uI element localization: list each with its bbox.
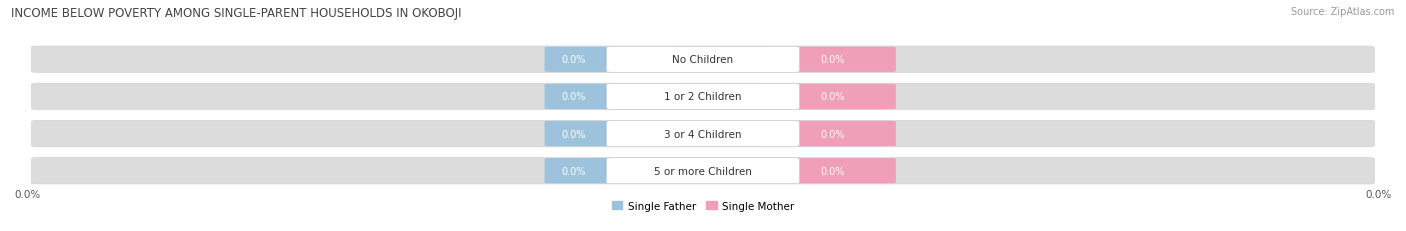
FancyBboxPatch shape	[544, 158, 769, 183]
Text: 0.0%: 0.0%	[561, 92, 586, 102]
FancyBboxPatch shape	[606, 84, 800, 110]
Text: Source: ZipAtlas.com: Source: ZipAtlas.com	[1291, 7, 1395, 17]
FancyBboxPatch shape	[31, 47, 1375, 73]
Text: 0.0%: 0.0%	[561, 129, 586, 139]
FancyBboxPatch shape	[671, 158, 896, 183]
Text: 0.0%: 0.0%	[1365, 189, 1392, 199]
Text: 0.0%: 0.0%	[820, 166, 845, 176]
FancyBboxPatch shape	[606, 47, 800, 73]
FancyBboxPatch shape	[606, 121, 800, 147]
FancyBboxPatch shape	[31, 158, 1375, 184]
Text: 0.0%: 0.0%	[820, 92, 845, 102]
Text: 0.0%: 0.0%	[14, 189, 41, 199]
FancyBboxPatch shape	[671, 48, 896, 73]
Text: 0.0%: 0.0%	[820, 55, 845, 65]
Text: 3 or 4 Children: 3 or 4 Children	[664, 129, 742, 139]
Text: 5 or more Children: 5 or more Children	[654, 166, 752, 176]
Text: 0.0%: 0.0%	[561, 166, 586, 176]
Legend: Single Father, Single Mother: Single Father, Single Mother	[612, 201, 794, 211]
Text: 0.0%: 0.0%	[820, 129, 845, 139]
FancyBboxPatch shape	[31, 121, 1375, 147]
Text: No Children: No Children	[672, 55, 734, 65]
FancyBboxPatch shape	[544, 48, 769, 73]
FancyBboxPatch shape	[31, 84, 1375, 110]
Text: INCOME BELOW POVERTY AMONG SINGLE-PARENT HOUSEHOLDS IN OKOBOJI: INCOME BELOW POVERTY AMONG SINGLE-PARENT…	[11, 7, 461, 20]
FancyBboxPatch shape	[544, 85, 769, 109]
FancyBboxPatch shape	[671, 122, 896, 146]
FancyBboxPatch shape	[671, 85, 896, 109]
FancyBboxPatch shape	[544, 122, 769, 146]
Text: 0.0%: 0.0%	[561, 55, 586, 65]
FancyBboxPatch shape	[606, 158, 800, 184]
Text: 1 or 2 Children: 1 or 2 Children	[664, 92, 742, 102]
